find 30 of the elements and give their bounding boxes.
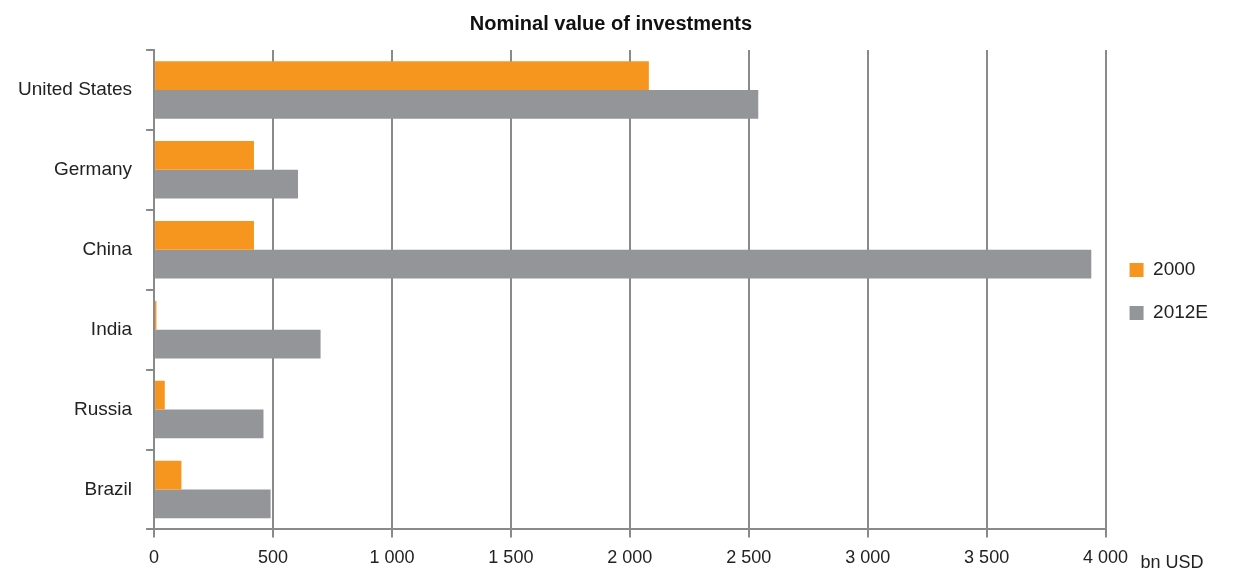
y-tick-label: Brazil: [84, 477, 133, 499]
bar: [155, 380, 165, 410]
bar: [155, 249, 1092, 279]
bar: [155, 409, 264, 439]
x-axis-title: bn USD: [1140, 552, 1204, 573]
x-tick-label: 2 500: [726, 547, 772, 568]
bar: [155, 329, 321, 359]
legend-label: 2000: [1153, 258, 1196, 280]
x-tick-label: 1 000: [369, 547, 415, 568]
legend-label: 2012E: [1153, 301, 1209, 323]
x-tick-label: 0: [149, 547, 160, 568]
bar: [155, 141, 254, 170]
y-tick-label: United States: [17, 78, 133, 100]
y-tick-label: India: [90, 317, 133, 339]
chart-title: Nominal value of investments: [469, 11, 753, 34]
x-tick-label: 2 000: [607, 547, 653, 568]
x-tick-label: 3 500: [964, 547, 1010, 568]
y-tick-label: China: [82, 237, 133, 259]
bar: [155, 220, 254, 250]
bar: [155, 489, 271, 519]
x-tick-label: 1 500: [488, 547, 534, 568]
y-tick-label: Germany: [53, 158, 133, 180]
bar: [155, 460, 182, 490]
bar: [155, 169, 298, 199]
bar: [155, 61, 649, 90]
x-tick-label: 3 000: [845, 547, 891, 568]
y-tick-label: Russia: [73, 397, 133, 419]
bar: [155, 89, 759, 119]
x-tick-label: 4 000: [1083, 547, 1129, 568]
x-tick-label: 500: [257, 547, 289, 568]
